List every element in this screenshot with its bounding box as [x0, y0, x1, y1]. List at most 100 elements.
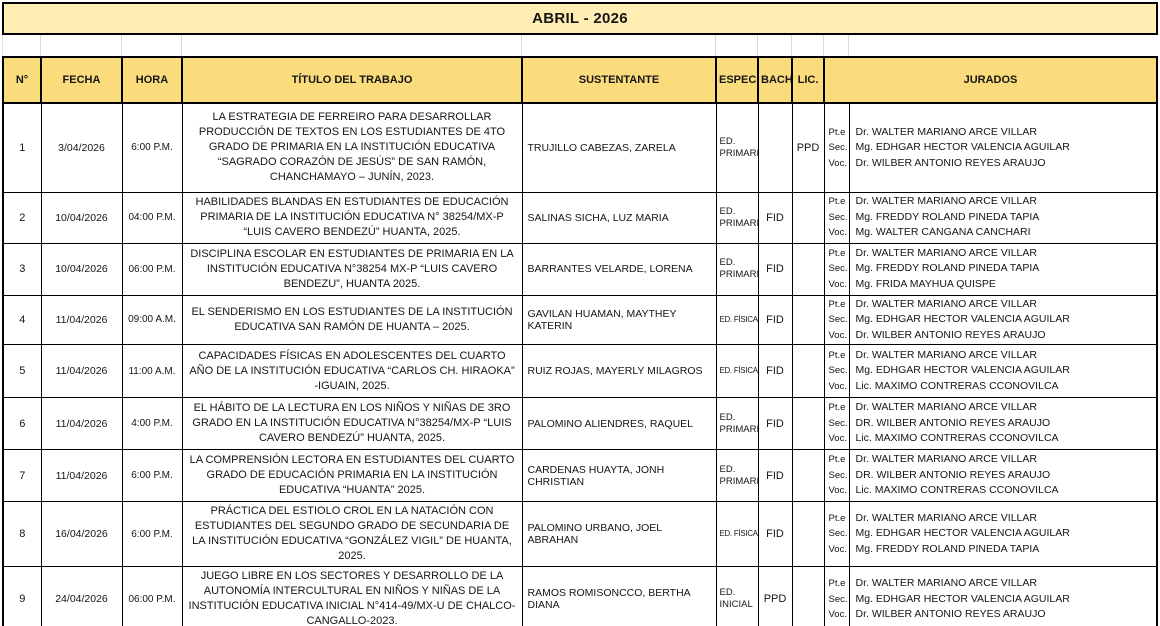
- jurado-role-label: Sec.: [828, 528, 848, 540]
- cell-bach: FID: [757, 242, 793, 296]
- cell-jurado-names: Dr. WALTER MARIANO ARCE VILLAR Mg. EDHGA…: [848, 294, 1158, 345]
- jurado-name: Dr. WALTER MARIANO ARCE VILLAR: [855, 246, 1037, 259]
- jurado-role-label: Voc.: [828, 227, 848, 239]
- table-row: 5 11/04/2026 11:00 A.M. CAPACIDADES FÍSI…: [2, 344, 1158, 398]
- cell-lic: [791, 344, 825, 398]
- jurado-name: DR. WILBER ANTONIO REYES ARAUJO: [855, 468, 1051, 481]
- cell-lic: PPD: [791, 102, 825, 193]
- cell-bach: FID: [757, 501, 793, 567]
- cell-espec: ED. INICIAL: [715, 566, 759, 626]
- header-cell-sustentante: SUSTENTANTE: [521, 56, 717, 104]
- jurado-role-label: Sec.: [828, 142, 848, 153]
- jurado-name: Mg. FREDDY ROLAND PINEDA TAPIA: [855, 210, 1040, 223]
- jurado-role-label: Sec.: [828, 263, 848, 275]
- cell-hora: 11:00 A.M.: [121, 344, 183, 398]
- cell-hora: 6:00 P.M.: [121, 102, 183, 193]
- cell-jurado-roles: Pt.e Sec. Voc.: [823, 294, 850, 345]
- cell-jurado-roles: Pt.e Sec. Voc.: [823, 191, 850, 244]
- spacer-cell: [792, 35, 824, 56]
- cell-titulo: HABILIDADES BLANDAS EN ESTUDIANTES DE ED…: [181, 191, 523, 244]
- table-row: 2 10/04/2026 04:00 P.M. HABILIDADES BLAN…: [2, 191, 1158, 244]
- jurado-role-label: Voc.: [828, 278, 848, 290]
- cell-sustentante: SALINAS SICHA, LUZ MARIA: [521, 191, 717, 244]
- jurado-name: Lic. MAXIMO CONTRERAS CCONOVILCA: [855, 379, 1059, 392]
- jurado-role-label: Pt.e: [828, 454, 846, 466]
- table-row: 9 24/04/2026 06:00 P.M. JUEGO LIBRE EN L…: [2, 566, 1158, 626]
- cell-espec: ED. PRIMARIA: [715, 242, 759, 296]
- cell-titulo: DISCIPLINA ESCOLAR EN ESTUDIANTES DE PRI…: [181, 242, 523, 296]
- jurado-name: Dr. WALTER MARIANO ARCE VILLAR: [855, 348, 1037, 361]
- jurado-name: Dr. WALTER MARIANO ARCE VILLAR: [855, 577, 1037, 589]
- jurado-role-label: Sec.: [828, 211, 848, 223]
- jurado-role-label: Pt.e: [828, 349, 846, 361]
- table-row: 4 11/04/2026 09:00 A.M. EL SENDERISMO EN…: [2, 294, 1158, 345]
- jurado-role-label: Sec.: [828, 417, 848, 429]
- spacer-cell: [716, 35, 758, 56]
- jurado-role-label: Sec.: [828, 365, 848, 377]
- cell-fecha: 24/04/2026: [40, 566, 123, 626]
- cell-fecha: 11/04/2026: [40, 344, 123, 398]
- cell-bach: FID: [757, 449, 793, 502]
- header-cell-bach: BACH.: [757, 56, 793, 104]
- jurado-role-label: Sec.: [828, 469, 848, 481]
- jurado-role-label: Pt.e: [828, 512, 846, 524]
- cell-lic: [791, 294, 825, 345]
- cell-sustentante: TRUJILLO CABEZAS, ZARELA: [521, 102, 717, 193]
- cell-sustentante: GAVILAN HUAMAN, MAYTHEY KATERIN: [521, 294, 717, 345]
- cell-num: 1: [2, 102, 42, 193]
- cell-sustentante: RAMOS ROMISONCCO, BERTHA DIANA: [521, 566, 717, 626]
- jurado-role-label: Voc.: [828, 543, 848, 555]
- cell-num: 7: [2, 449, 42, 502]
- cell-bach: [757, 102, 793, 193]
- cell-hora: 09:00 A.M.: [121, 294, 183, 345]
- cell-titulo: CAPACIDADES FÍSICAS EN ADOLESCENTES DEL …: [181, 344, 523, 398]
- cell-titulo: PRÁCTICA DEL ESTIOLO CROL EN LA NATACIÓN…: [181, 501, 523, 567]
- cell-bach: FID: [757, 294, 793, 345]
- cell-jurado-roles: Pt.e Sec. Voc.: [823, 242, 850, 296]
- cell-lic: [791, 397, 825, 450]
- cell-fecha: 16/04/2026: [40, 501, 123, 567]
- cell-titulo: EL SENDERISMO EN LOS ESTUDIANTES DE LA I…: [181, 294, 523, 345]
- jurado-role-label: Pt.e: [828, 196, 846, 208]
- jurado-role-label: Pt.e: [828, 402, 846, 414]
- month-title-band: ABRIL - 2026: [2, 2, 1158, 35]
- cell-titulo: EL HÁBITO DE LA LECTURA EN LOS NIÑOS Y N…: [181, 397, 523, 450]
- jurado-name: Dr. WALTER MARIANO ARCE VILLAR: [855, 511, 1037, 524]
- header-cell-titulo: TÍTULO DEL TRABAJO: [181, 56, 523, 104]
- table-row: 3 10/04/2026 06:00 P.M. DISCIPLINA ESCOL…: [2, 242, 1158, 296]
- cell-jurado-roles: Pt.e Sec. Voc.: [823, 397, 850, 450]
- cell-jurado-names: Dr. WALTER MARIANO ARCE VILLAR DR. WILBE…: [848, 397, 1158, 450]
- table-row: 8 16/04/2026 6:00 P.M. PRÁCTICA DEL ESTI…: [2, 501, 1158, 567]
- cell-lic: [791, 242, 825, 296]
- spacer-cell: [41, 35, 122, 56]
- cell-espec: ED. FÍSICA: [715, 294, 759, 345]
- jurado-name: Dr. WILBER ANTONIO REYES ARAUJO: [855, 156, 1046, 169]
- cell-num: 4: [2, 294, 42, 345]
- header-cell-hora: HORA: [121, 56, 183, 104]
- spacer-cell: [122, 35, 182, 56]
- jurado-name: Mg. EDHGAR HECTOR VALENCIA AGUILAR: [855, 313, 1070, 325]
- spacer-cell: [824, 35, 849, 56]
- header-cell-lic: LIC.: [791, 56, 825, 104]
- cell-titulo: LA COMPRENSIÓN LECTORA EN ESTUDIANTES DE…: [181, 449, 523, 502]
- cell-jurado-names: Dr. WALTER MARIANO ARCE VILLAR Mg. EDHGA…: [848, 501, 1158, 567]
- cell-fecha: 10/04/2026: [40, 191, 123, 244]
- cell-fecha: 11/04/2026: [40, 294, 123, 345]
- header-row: N° FECHA HORA TÍTULO DEL TRABAJO SUSTENT…: [2, 56, 1158, 104]
- cell-bach: FID: [757, 344, 793, 398]
- cell-sustentante: PALOMINO URBANO, JOEL ABRAHAN: [521, 501, 717, 567]
- table-row: 1 3/04/2026 6:00 P.M. LA ESTRATEGIA DE F…: [2, 102, 1158, 193]
- header-cell-num: N°: [2, 56, 42, 104]
- cell-fecha: 10/04/2026: [40, 242, 123, 296]
- jurado-name: Lic. MAXIMO CONTRERAS CCONOVILCA: [855, 432, 1059, 445]
- cell-fecha: 3/04/2026: [40, 102, 123, 193]
- header-cell-jurados: JURADOS: [823, 56, 1158, 104]
- cell-jurado-roles: Pt.e Sec. Voc.: [823, 344, 850, 398]
- cell-num: 5: [2, 344, 42, 398]
- cell-num: 2: [2, 191, 42, 244]
- table-row: 6 11/04/2026 4:00 P.M. EL HÁBITO DE LA L…: [2, 397, 1158, 450]
- cell-jurado-roles: Pt.e Sec. Voc.: [823, 449, 850, 502]
- jurado-name: Mg. FRIDA MAYHUA QUISPE: [855, 277, 996, 290]
- cell-fecha: 11/04/2026: [40, 449, 123, 502]
- cell-titulo: LA ESTRATEGIA DE FERREIRO PARA DESARROLL…: [181, 102, 523, 193]
